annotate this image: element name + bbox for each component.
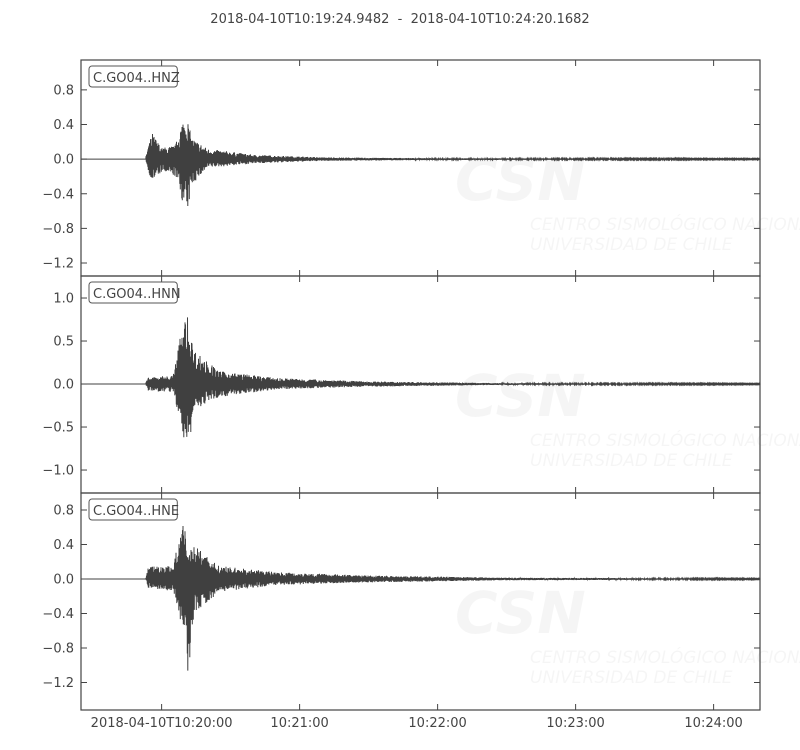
x-tick-label: 10:24:00 [684, 716, 742, 731]
watermark-logo-text: CSN [455, 146, 586, 214]
watermark-text-line: UNIVERSIDAD DE CHILE [530, 451, 733, 471]
y-tick: 0.8 [53, 503, 760, 518]
y-tick: −0.8 [42, 222, 760, 237]
y-tick-label: −0.8 [42, 222, 74, 237]
csn-watermark-logo: CSNCENTRO SISMOLÓGICO NACIONALUNIVERSIDA… [455, 362, 800, 471]
y-tick: −1.2 [42, 257, 760, 272]
y-tick-label: 0.4 [53, 118, 74, 133]
watermark-logo-text: CSN [455, 579, 586, 647]
y-tick: 0.4 [53, 538, 760, 553]
watermark-text-line: UNIVERSIDAD DE CHILE [530, 235, 733, 255]
y-tick-label: −1.2 [42, 257, 74, 272]
trace-label: C.GO04..HNN [88, 281, 181, 304]
y-tick: −0.8 [42, 641, 760, 656]
y-tick-label: −1.2 [42, 676, 74, 691]
x-tick: 10:21:00 [270, 716, 328, 731]
x-tick-label: 10:23:00 [546, 716, 604, 731]
trace-label-text: C.GO04..HNN [93, 287, 181, 302]
x-tick-label: 2018-04-10T10:20:00 [91, 716, 233, 731]
waveform-trace [80, 124, 761, 207]
trace-label-box [88, 498, 178, 521]
waveform-trace [80, 317, 761, 438]
y-tick-label: −0.5 [42, 421, 74, 436]
y-tick: 0.5 [53, 335, 760, 350]
y-tick: −0.4 [42, 187, 760, 202]
chart-title: 2018-04-10T10:19:24.9482 - 2018-04-10T10… [210, 12, 590, 27]
y-tick: 1.0 [53, 292, 760, 307]
x-tick: 2018-04-10T10:20:00 [91, 716, 233, 731]
y-tick-label: 1.0 [53, 292, 74, 307]
y-tick-label: −0.4 [42, 187, 74, 202]
trace-label: C.GO04..HNE [88, 498, 179, 521]
x-tick-label: 10:21:00 [270, 716, 328, 731]
trace-label: C.GO04..HNZ [88, 65, 180, 88]
trace-label-box [88, 281, 178, 304]
y-tick: −1.0 [42, 464, 760, 479]
y-tick: 0.0 [53, 378, 760, 393]
trace-label-box [88, 65, 178, 88]
y-tick-label: −1.0 [42, 464, 74, 479]
y-tick-label: 0.0 [53, 378, 74, 393]
x-tick-label: 10:22:00 [408, 716, 466, 731]
trace-label-text: C.GO04..HNE [93, 504, 179, 519]
y-tick-label: 0.5 [53, 335, 74, 350]
watermark-text-line: UNIVERSIDAD DE CHILE [530, 668, 733, 688]
y-tick: −1.2 [42, 676, 760, 691]
y-tick-label: 0.8 [53, 83, 74, 98]
y-tick-label: 0.0 [53, 572, 74, 587]
axes-frame [80, 492, 761, 711]
y-tick: 0.8 [53, 83, 760, 98]
x-tick: 10:23:00 [546, 716, 604, 731]
y-tick: −0.4 [42, 607, 760, 622]
csn-watermark-logo: CSNCENTRO SISMOLÓGICO NACIONALUNIVERSIDA… [455, 579, 800, 688]
y-tick-label: −0.8 [42, 641, 74, 656]
y-tick-label: 0.8 [53, 503, 74, 518]
y-tick: −0.5 [42, 421, 760, 436]
y-tick-label: 0.4 [53, 538, 74, 553]
x-tick: 10:24:00 [684, 716, 742, 731]
panel-hne: CSNCENTRO SISMOLÓGICO NACIONALUNIVERSIDA… [42, 492, 800, 711]
y-tick-label: −0.4 [42, 607, 74, 622]
panel-hnz: CSNCENTRO SISMOLÓGICO NACIONALUNIVERSIDA… [42, 59, 800, 277]
y-tick-label: 0.0 [53, 153, 74, 168]
waveform-trace [80, 525, 761, 671]
trace-label-text: C.GO04..HNZ [93, 71, 180, 86]
y-tick: 0.0 [53, 153, 760, 168]
x-tick: 10:22:00 [408, 716, 466, 731]
watermark-logo-text: CSN [455, 362, 586, 430]
csn-watermark-logo: CSNCENTRO SISMOLÓGICO NACIONALUNIVERSIDA… [455, 146, 800, 255]
y-tick: 0.4 [53, 118, 760, 133]
y-tick: 0.0 [53, 572, 760, 587]
panel-hnn: CSNCENTRO SISMOLÓGICO NACIONALUNIVERSIDA… [42, 275, 800, 494]
